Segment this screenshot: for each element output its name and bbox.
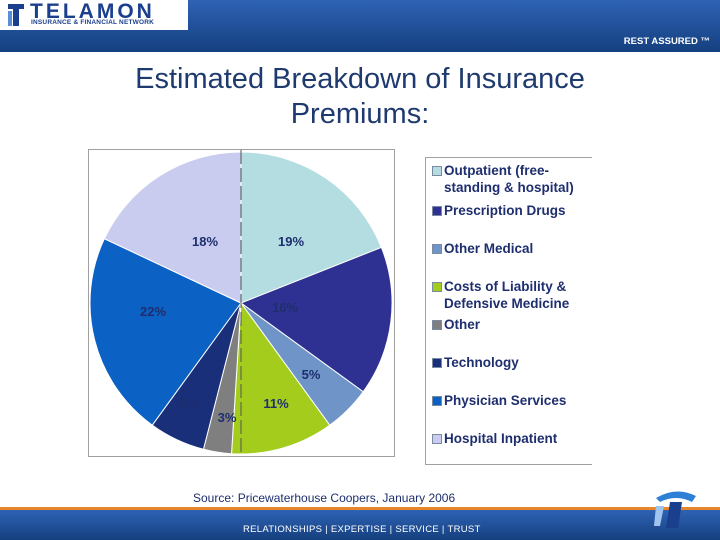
pie-slice-2 bbox=[239, 246, 393, 393]
pie-slice-1 bbox=[240, 151, 383, 304]
logo-subtitle: INSURANCE & FINANCIAL NETWORK bbox=[31, 19, 155, 26]
pie-value-label-4: 11% bbox=[263, 396, 289, 411]
legend-swatch bbox=[432, 396, 442, 406]
footer-text: RELATIONSHIPS | EXPERTISE | SERVICE | TR… bbox=[243, 524, 481, 535]
legend-swatch bbox=[432, 282, 442, 292]
title-line-2: Premiums: bbox=[290, 98, 430, 130]
legend-label: Prescription Drugs bbox=[444, 203, 566, 218]
pie-value-label-5: 3% bbox=[218, 410, 237, 425]
telamon-logo-icon bbox=[8, 4, 24, 26]
footer-bar bbox=[0, 510, 720, 540]
pie-value-label-6: 6% bbox=[179, 396, 198, 411]
legend-swatch bbox=[432, 244, 442, 254]
source-note: Source: Pricewaterhouse Coopers, January… bbox=[193, 491, 456, 505]
legend-swatch bbox=[432, 434, 442, 444]
chart-legend: Outpatient (free-standing & hospital) Pre… bbox=[425, 157, 592, 465]
pie-value-label-8: 18% bbox=[192, 234, 218, 249]
header-bar: TELAMON INSURANCE & FINANCIAL NETWORK RE… bbox=[0, 0, 720, 52]
pie-slice-8 bbox=[103, 151, 242, 304]
logo-name: TELAMON bbox=[30, 0, 155, 23]
telamon-corner-logo-icon bbox=[654, 491, 696, 528]
pie-slice-4 bbox=[230, 301, 331, 455]
legend-label: Costs of Liability & Defensive Medicine bbox=[444, 279, 570, 311]
pie-value-label-7: 22% bbox=[140, 304, 166, 319]
pie-chart: 19% 16% 5% 11% 3% 6% 22% 18% bbox=[89, 150, 393, 456]
pie-value-label-2: 16% bbox=[272, 300, 298, 315]
pie-value-label-3: 5% bbox=[302, 367, 321, 382]
chart-frame: 19% 16% 5% 11% 3% 6% 22% 18% bbox=[88, 149, 395, 457]
title-line-1: Estimated Breakdown of Insurance bbox=[135, 63, 585, 95]
legend-label: Outpatient (free-standing & hospital) bbox=[444, 163, 574, 195]
legend-swatch bbox=[432, 206, 442, 216]
tagline: REST ASSURED ™ bbox=[623, 36, 710, 47]
footer-accent-line bbox=[0, 507, 720, 510]
legend-label: Hospital Inpatient bbox=[444, 431, 558, 446]
slide-title: Estimated Breakdown of Insurance Premium… bbox=[60, 62, 660, 132]
legend-swatch bbox=[432, 320, 442, 330]
legend-label: Other Medical bbox=[444, 241, 534, 256]
legend-label: Other bbox=[444, 317, 481, 332]
legend-label: Technology bbox=[444, 355, 519, 370]
legend-swatch bbox=[432, 358, 442, 368]
logo: TELAMON INSURANCE & FINANCIAL NETWORK bbox=[0, 0, 188, 30]
pie-value-label-1: 19% bbox=[278, 234, 304, 249]
legend-label: Physician Services bbox=[444, 393, 567, 408]
legend-swatch bbox=[432, 166, 442, 176]
